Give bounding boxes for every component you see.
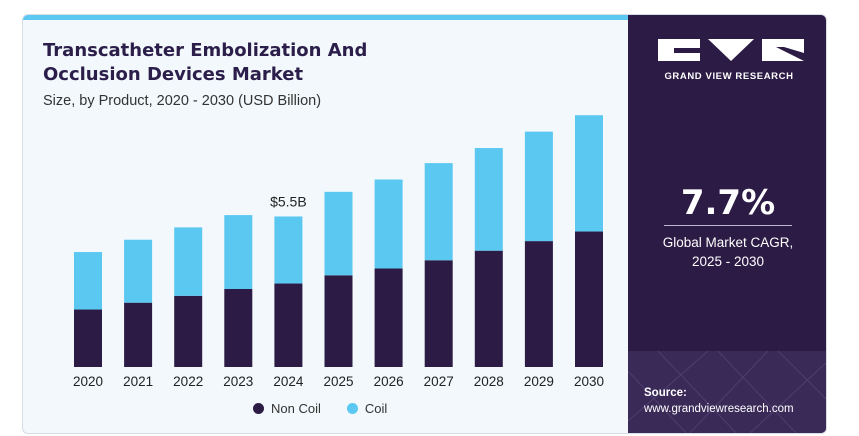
x-tick-label-2026: 2026 — [374, 374, 404, 389]
source-url[interactable]: www.grandviewresearch.com — [644, 403, 794, 415]
cagr-value: 7.7% — [680, 183, 776, 223]
chart-title-line-2: Occlusion Devices Market — [43, 64, 304, 85]
legend: Non Coil Coil — [253, 401, 387, 416]
chart-title-line-1: Transcatheter Embolization And — [43, 40, 368, 61]
legend-item-coil: Coil — [346, 401, 388, 416]
legend-label-coil: Coil — [364, 401, 388, 416]
x-tick-label-2025: 2025 — [323, 374, 353, 389]
chart-subtitle: Size, by Product, 2020 - 2030 (USD Billi… — [43, 93, 322, 109]
source-label: Source: — [644, 387, 687, 399]
x-tick-label-2021: 2021 — [123, 374, 153, 389]
cagr-label-line-2: 2025 - 2030 — [691, 254, 765, 269]
bar-non-coil-2025 — [324, 275, 353, 367]
bar-coil-2030 — [575, 115, 603, 232]
bar-non-coil-2024 — [274, 283, 303, 367]
x-tick-label-2023: 2023 — [223, 374, 253, 389]
chart-title: Transcatheter Embolization And Occlusion… — [43, 39, 463, 87]
bar-coil-2021 — [124, 239, 153, 303]
bar-coil-2024 — [274, 216, 303, 284]
bar-non-coil-2026 — [374, 268, 403, 367]
x-tick-label-2022: 2022 — [173, 374, 203, 389]
cagr-label-line-1: Global Market CAGR, — [662, 235, 794, 250]
bar-non-coil-2022 — [174, 295, 203, 367]
bar-coil-2022 — [174, 227, 203, 296]
legend-swatch-coil — [346, 403, 358, 414]
legend-label-non-coil: Non Coil — [271, 401, 321, 416]
bar-coil-2023 — [224, 215, 253, 289]
source-pattern-background — [628, 351, 826, 433]
bar-non-coil-2020 — [74, 309, 102, 367]
x-tick-label-2029: 2029 — [524, 374, 554, 389]
bar-non-coil-2027 — [424, 260, 453, 367]
cagr-label: Global Market CAGR, 2025 - 2030 — [628, 233, 826, 271]
cagr-divider — [664, 225, 792, 226]
sidebar-panel: GRAND VIEW RESEARCH 7.7% Global Market C… — [628, 15, 826, 433]
data-label-2024: $5.5B — [270, 193, 307, 209]
bar-coil-2029 — [524, 131, 553, 242]
bar-non-coil-2028 — [474, 250, 503, 367]
grand-view-research-logo-icon — [658, 39, 804, 61]
bar-non-coil-2023 — [224, 289, 253, 367]
stacked-bar-chart: 2020 2021 2022 2023 2024 2025 2026 2027 2028 2029… — [73, 115, 604, 389]
bar-non-coil-2029 — [524, 241, 553, 367]
legend-item-non-coil: Non Coil — [253, 401, 321, 416]
top-accent-stripe — [23, 15, 628, 20]
bar-coil-2020 — [74, 252, 102, 310]
bar-non-coil-2021 — [124, 302, 153, 367]
bar-coil-2026 — [374, 179, 403, 269]
x-tick-label-2027: 2027 — [424, 374, 454, 389]
bar-non-coil-2030 — [575, 231, 603, 367]
bar-coil-2025 — [324, 191, 353, 276]
bar-coil-2027 — [424, 163, 453, 261]
x-tick-label-2028: 2028 — [474, 374, 504, 389]
brand-name: GRAND VIEW RESEARCH — [664, 71, 794, 82]
chart-card: Transcatheter Embolization And Occlusion… — [22, 14, 827, 434]
bar-coil-2028 — [474, 148, 503, 251]
x-tick-label-2024: 2024 — [273, 374, 304, 389]
x-tick-label-2030: 2030 — [574, 374, 604, 389]
x-tick-label-2020: 2020 — [73, 374, 103, 389]
legend-swatch-non-coil — [253, 403, 264, 414]
